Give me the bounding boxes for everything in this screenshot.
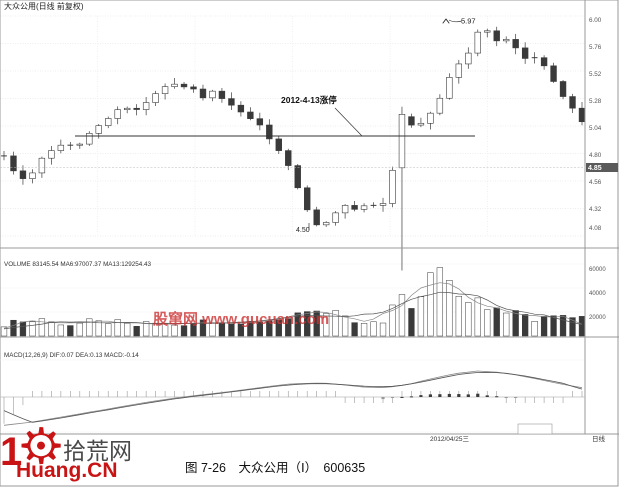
svg-text:VOLUME 83145.54 MA6:97007.37 M: VOLUME 83145.54 MA6:97007.37 MA13:129254…	[4, 261, 152, 268]
svg-text:4.85: 4.85	[588, 165, 602, 172]
svg-text:日线: 日线	[592, 434, 606, 443]
svg-text:图 7-26 大众公用（Ⅰ） 600635: 图 7-26 大众公用（Ⅰ） 600635	[185, 461, 365, 475]
svg-text:5.28: 5.28	[589, 98, 602, 105]
svg-text:大众公用(日线 前复权): 大众公用(日线 前复权)	[4, 1, 84, 11]
svg-text:4.50: 4.50	[296, 227, 310, 234]
svg-text:20000: 20000	[589, 315, 606, 321]
svg-text:40000: 40000	[589, 291, 606, 297]
svg-text:2012-4-13涨停: 2012-4-13涨停	[281, 95, 337, 105]
svg-text:5.04: 5.04	[589, 125, 602, 132]
svg-text:股窜网 www.gucuan.com: 股窜网 www.gucuan.com	[153, 310, 329, 328]
svg-text:5.97: 5.97	[461, 17, 476, 26]
svg-text:4.56: 4.56	[589, 179, 602, 186]
svg-text:4.80: 4.80	[589, 152, 602, 159]
svg-text:5.52: 5.52	[589, 71, 602, 78]
svg-text:2012/04/25三: 2012/04/25三	[430, 435, 470, 443]
svg-text:6.00: 6.00	[589, 17, 602, 24]
svg-text:60000: 60000	[589, 267, 606, 273]
svg-text:4.08: 4.08	[589, 225, 602, 232]
svg-text:Huang.CN: Huang.CN	[16, 459, 118, 482]
svg-text:5.76: 5.76	[589, 44, 602, 51]
svg-text:4.32: 4.32	[589, 206, 602, 213]
svg-text:MACD(12,26,9) DIF:0.07 DEA:0.1: MACD(12,26,9) DIF:0.07 DEA:0.13 MACD:-0.…	[4, 352, 139, 359]
